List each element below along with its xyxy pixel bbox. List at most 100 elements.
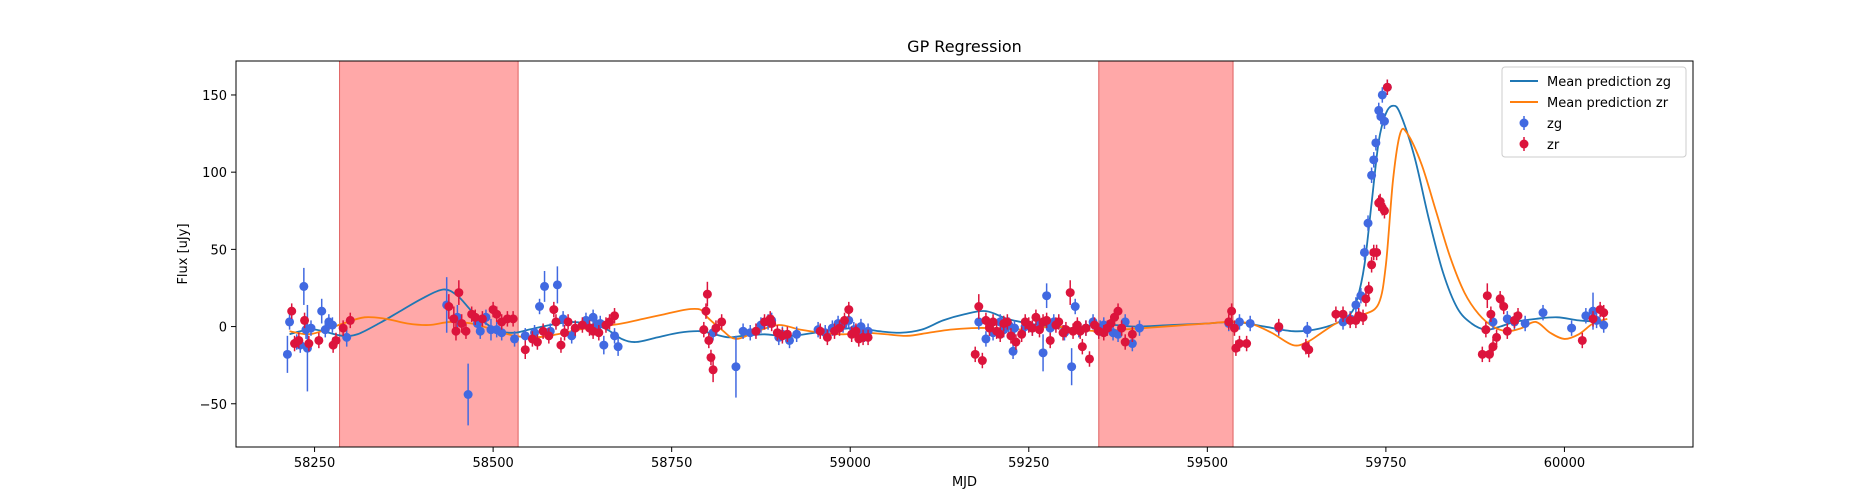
- legend-item-mean-prediction-zr: Mean prediction zr: [1510, 96, 1669, 111]
- x-tick-label: 58750: [651, 456, 692, 471]
- data-point: [844, 305, 854, 315]
- data-point: [1067, 362, 1077, 372]
- data-point: [1382, 82, 1392, 92]
- data-point: [822, 332, 832, 342]
- data-point: [1038, 348, 1048, 358]
- data-point: [551, 317, 561, 327]
- data-point: [1227, 306, 1237, 316]
- data-point: [560, 328, 570, 338]
- data-point: [510, 334, 520, 344]
- data-point: [1120, 337, 1130, 347]
- x-tick-label: 59750: [1365, 456, 1406, 471]
- data-point: [563, 317, 573, 327]
- data-point: [970, 349, 980, 359]
- data-point: [699, 325, 709, 335]
- data-point: [1372, 247, 1382, 257]
- data-point: [1495, 294, 1505, 304]
- data-point: [1363, 218, 1373, 228]
- data-point: [1006, 331, 1016, 341]
- data-point: [282, 349, 292, 359]
- data-point: [1302, 325, 1312, 335]
- y-tick-label: −50: [200, 398, 227, 413]
- data-point: [544, 331, 554, 341]
- data-point: [1034, 325, 1044, 335]
- legend-item-mean-prediction-zg: Mean prediction zg: [1510, 75, 1671, 90]
- data-point: [320, 325, 330, 335]
- data-point: [304, 339, 314, 349]
- data-point: [520, 331, 530, 341]
- shaded-regions: [339, 60, 1234, 448]
- data-point: [535, 301, 545, 311]
- data-point: [610, 331, 620, 341]
- data-point: [549, 305, 559, 315]
- data-point: [988, 317, 998, 327]
- y-axis-ticks: −50 0 50 100 150: [200, 89, 236, 413]
- data-point: [1359, 247, 1369, 257]
- data-point: [974, 317, 984, 327]
- data-point: [1379, 206, 1389, 216]
- data-point: [567, 331, 577, 341]
- legend-swatch: [1519, 139, 1529, 149]
- legend: Mean prediction zg Mean prediction zr zg zr: [1501, 66, 1687, 158]
- data-point: [1588, 314, 1598, 324]
- data-point: [613, 342, 623, 352]
- data-point: [1367, 260, 1377, 270]
- data-point: [454, 288, 464, 298]
- data-point: [717, 317, 727, 327]
- legend-label: zg: [1547, 117, 1562, 132]
- data-point: [520, 345, 530, 355]
- legend-label: zr: [1547, 138, 1560, 153]
- x-tick-label: 58500: [472, 456, 513, 471]
- data-points: [282, 79, 1609, 426]
- data-point: [977, 356, 987, 366]
- data-point: [1488, 342, 1498, 352]
- x-tick-label: 59500: [1187, 456, 1228, 471]
- legend-box: [1501, 66, 1687, 158]
- data-point: [1224, 317, 1234, 327]
- data-point: [835, 323, 845, 333]
- data-point: [702, 289, 712, 299]
- x-tick-label: 58250: [294, 456, 335, 471]
- data-point: [594, 328, 604, 338]
- data-point: [1042, 315, 1052, 325]
- data-point: [1484, 349, 1494, 359]
- data-point: [294, 335, 304, 345]
- data-point: [577, 320, 587, 330]
- data-point: [1364, 285, 1374, 295]
- data-point: [1002, 317, 1012, 327]
- data-point: [331, 335, 341, 345]
- data-point: [1127, 339, 1137, 349]
- data-point: [327, 320, 337, 330]
- data-point: [338, 323, 348, 333]
- y-tick-label: 150: [202, 89, 227, 104]
- data-point: [1481, 325, 1491, 335]
- data-point: [731, 362, 741, 372]
- data-point: [306, 323, 316, 333]
- data-point: [605, 317, 615, 327]
- data-point: [463, 390, 473, 400]
- data-point: [451, 326, 461, 336]
- data-point: [1045, 335, 1055, 345]
- x-tick-label: 59250: [1008, 456, 1049, 471]
- data-point: [1011, 337, 1021, 347]
- data-point: [1351, 300, 1361, 310]
- data-point: [840, 315, 850, 325]
- data-point: [1502, 326, 1512, 336]
- data-point: [704, 335, 714, 345]
- data-point: [701, 306, 711, 316]
- data-point: [1379, 116, 1389, 126]
- data-point: [599, 340, 609, 350]
- data-point: [449, 314, 459, 324]
- data-point: [1274, 322, 1284, 332]
- y-tick-label: 0: [219, 321, 227, 336]
- data-point: [981, 334, 991, 344]
- data-point: [1234, 317, 1244, 327]
- data-point: [1492, 332, 1502, 342]
- data-point: [287, 306, 297, 316]
- data-point: [492, 309, 502, 319]
- data-point: [1520, 318, 1530, 328]
- data-point: [1577, 335, 1587, 345]
- data-point: [444, 301, 454, 311]
- data-point: [1369, 155, 1379, 165]
